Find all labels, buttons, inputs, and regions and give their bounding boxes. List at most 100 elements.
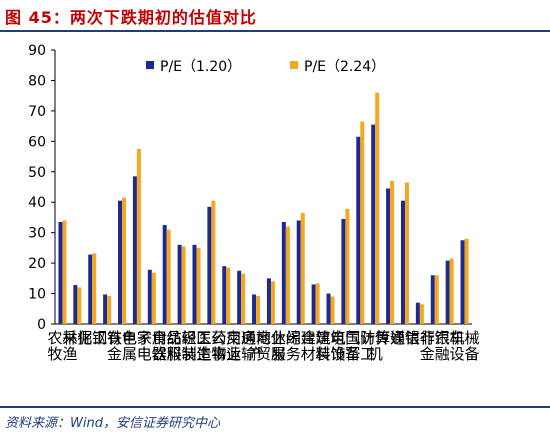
- bar-pe-2-24: [226, 267, 231, 324]
- bar-pe-1-20: [177, 244, 182, 324]
- bar-pe-1-20: [445, 260, 450, 324]
- bar-chart: 0 10 20 30 40 50 60 70 80 90 P/E（1.20） P/E（2.24） 农…: [28, 43, 479, 363]
- legend-swatch: [290, 61, 298, 69]
- x-tick-label: 房地产: [241, 329, 271, 363]
- bar-pe-1-20: [192, 244, 197, 324]
- bar-pe-1-20: [88, 254, 93, 324]
- y-tick-label: 80: [28, 73, 46, 89]
- legend-label: P/E（2.24）: [304, 59, 385, 75]
- bar-pe-2-24: [390, 180, 395, 324]
- x-tick-label: 休闲服务: [271, 329, 301, 363]
- x-tick-label: 交通运输: [226, 329, 256, 363]
- bar-pe-2-24: [375, 92, 380, 324]
- figure-title: 图 45：两次下跌期初的估值对比: [5, 8, 257, 27]
- bar-pe-1-20: [281, 222, 286, 324]
- chart-bars: [58, 92, 469, 325]
- legend-swatch: [146, 61, 154, 69]
- bar-pe-1-20: [341, 218, 346, 324]
- bar-pe-2-24: [151, 272, 156, 324]
- bar-pe-1-20: [222, 266, 227, 324]
- bar-pe-1-20: [237, 270, 242, 324]
- bar-pe-1-20: [386, 188, 391, 324]
- bar-pe-2-24: [434, 275, 439, 324]
- bar-pe-2-24: [360, 121, 365, 325]
- bar-pe-2-24: [241, 273, 246, 324]
- bar-pe-2-24: [62, 220, 67, 324]
- x-tick-label: 公用事业: [211, 329, 241, 363]
- x-tick-label: 传媒: [375, 329, 405, 347]
- bar-pe-1-20: [430, 275, 435, 324]
- bar-pe-2-24: [211, 200, 216, 324]
- x-tick-label: 通信: [390, 329, 420, 347]
- bar-pe-1-20: [162, 225, 167, 324]
- bar-pe-2-24: [464, 238, 469, 324]
- bar-pe-1-20: [326, 293, 331, 324]
- x-tick-label: 非银金融: [420, 329, 450, 363]
- bar-pe-2-24: [196, 247, 201, 324]
- bar-pe-1-20: [296, 220, 301, 324]
- x-tick-label: 汽车: [435, 329, 465, 347]
- bar-pe-1-20: [252, 294, 257, 324]
- x-tick-label: 电子: [122, 329, 152, 347]
- bar-pe-1-20: [460, 240, 465, 324]
- bar-pe-2-24: [285, 226, 290, 324]
- x-tick-label: 计算机: [360, 329, 390, 363]
- bar-pe-1-20: [311, 284, 316, 324]
- y-tick-label: 70: [28, 104, 46, 120]
- bar-pe-1-20: [73, 285, 78, 324]
- x-tick-label: 综合: [286, 329, 316, 347]
- y-tick-label: 40: [28, 195, 46, 211]
- bar-pe-2-24: [136, 148, 141, 324]
- x-tick-label: 食品饮料: [152, 329, 182, 363]
- bar-pe-2-24: [107, 295, 112, 324]
- x-tick-label: 钢铁: [92, 329, 122, 347]
- y-tick-label: 50: [28, 165, 46, 181]
- title-bar: 图 45：两次下跌期初的估值对比: [0, 0, 550, 32]
- x-tick-label: 国防军工: [345, 329, 375, 363]
- bar-pe-2-24: [419, 304, 424, 324]
- x-tick-label: 医药生物: [196, 329, 226, 363]
- x-axis-labels: 农林牧渔采掘化工钢铁有色金属电子家用电器食品饮料纺织服装轻工制造医药生物公用事业…: [47, 329, 479, 363]
- bar-pe-2-24: [449, 258, 454, 324]
- legend-label: P/E（1.20）: [160, 59, 241, 75]
- bar-pe-2-24: [300, 212, 305, 324]
- bar-pe-1-20: [103, 294, 108, 324]
- bar-pe-2-24: [92, 253, 97, 324]
- bar-pe-1-20: [415, 302, 420, 324]
- bar-pe-1-20: [132, 176, 137, 324]
- x-tick-label: 电气设备: [330, 329, 360, 363]
- bar-pe-2-24: [122, 197, 127, 324]
- bar-pe-2-24: [166, 229, 171, 324]
- bar-pe-2-24: [77, 287, 82, 324]
- bar-pe-1-20: [400, 200, 405, 324]
- bar-pe-2-24: [181, 246, 186, 324]
- x-tick-label: 纺织服装: [167, 329, 197, 363]
- bar-pe-2-24: [404, 182, 409, 324]
- y-tick-label: 90: [28, 43, 46, 59]
- bar-pe-1-20: [147, 269, 152, 324]
- y-tick-label: 30: [28, 226, 46, 242]
- chart-legend: P/E（1.20） P/E（2.24）: [146, 59, 385, 75]
- y-tick-label: 60: [28, 134, 46, 150]
- source-note: 资料来源：Wind，安信证券研究中心: [5, 416, 220, 431]
- x-tick-label: 农林牧渔: [47, 329, 77, 363]
- x-tick-label: 轻工制造: [181, 329, 211, 363]
- x-tick-label: 商业贸易: [256, 329, 286, 363]
- x-tick-label: 化工: [77, 329, 107, 347]
- y-tick-label: 20: [28, 256, 46, 272]
- bar-pe-1-20: [371, 124, 376, 324]
- x-tick-label: 家用电器: [137, 329, 167, 363]
- bar-pe-1-20: [266, 278, 271, 324]
- y-tick-label: 0: [37, 317, 46, 333]
- x-tick-label: 建筑材料: [301, 329, 331, 363]
- x-tick-label: 采掘: [62, 329, 92, 347]
- x-tick-label: 建筑装饰: [316, 329, 346, 363]
- bar-pe-1-20: [118, 200, 123, 324]
- bar-pe-1-20: [356, 136, 361, 324]
- bar-pe-1-20: [207, 206, 212, 324]
- y-tick-label: 10: [28, 287, 46, 303]
- bar-pe-2-24: [270, 281, 275, 324]
- bar-pe-2-24: [330, 296, 335, 324]
- bar-pe-2-24: [256, 295, 261, 324]
- source-bar: 资料来源：Wind，安信证券研究中心: [0, 406, 550, 435]
